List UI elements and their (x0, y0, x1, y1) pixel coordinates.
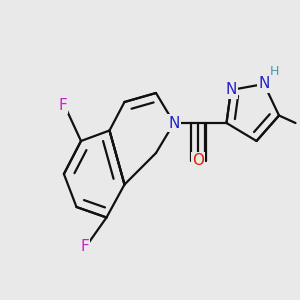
Text: O: O (192, 153, 204, 168)
Text: F: F (58, 98, 67, 113)
Text: N: N (168, 116, 180, 130)
Text: F: F (80, 239, 89, 254)
Text: N: N (258, 76, 270, 92)
Text: N: N (225, 82, 237, 98)
Text: H: H (270, 65, 280, 78)
